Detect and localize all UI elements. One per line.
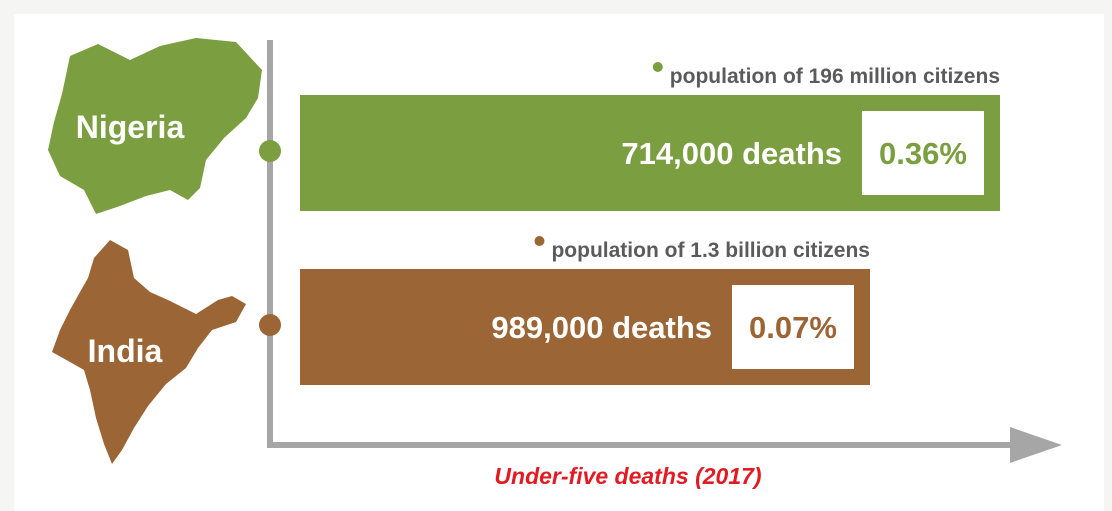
x-axis-label: Under-five deaths (2017) [494, 463, 761, 489]
nigeria-map-icon [48, 38, 262, 214]
population-dot-india [534, 236, 545, 246]
value-label-nigeria: 714,000 deaths [621, 136, 842, 171]
percent-label-india: 0.07% [749, 310, 837, 345]
bar-group: population of 196 million citizens 0.36% 7… [259, 62, 1000, 385]
axis-marker-nigeria [259, 140, 281, 162]
x-axis-arrow-icon [1010, 427, 1062, 463]
nigeria-map-label: Nigeria [76, 109, 185, 145]
axis-marker-india [259, 314, 281, 336]
india-map-label: India [88, 333, 163, 369]
population-label-nigeria: population of 196 million citizens [670, 65, 1000, 88]
percent-box-india [732, 285, 854, 369]
percent-label-nigeria: 0.36% [879, 136, 967, 171]
population-label-india: population of 1.3 billion citizens [551, 239, 870, 262]
value-label-india: 989,000 deaths [491, 310, 712, 345]
india-map-icon [52, 240, 246, 464]
population-dot-nigeria [652, 62, 663, 72]
percent-box-nigeria [862, 111, 984, 195]
